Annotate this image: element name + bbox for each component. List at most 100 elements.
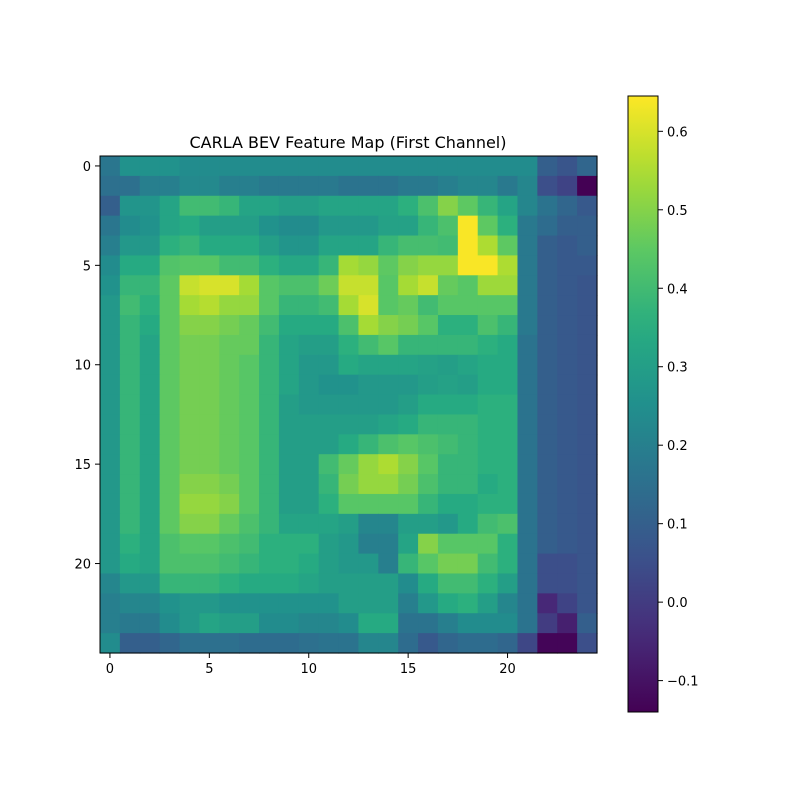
heatmap-cell [477, 633, 499, 654]
heatmap-cell [259, 394, 280, 416]
heatmap-cell [100, 454, 121, 475]
heatmap-cell [477, 374, 499, 396]
heatmap-cell [239, 334, 260, 356]
heatmap-cell [298, 255, 320, 276]
heatmap-cell [259, 315, 280, 336]
heatmap-cell [100, 295, 121, 316]
heatmap-cell [219, 394, 240, 416]
heatmap-cell [239, 394, 260, 416]
heatmap-cell [497, 493, 519, 515]
heatmap-cell [497, 613, 519, 634]
heatmap-cell [358, 533, 379, 555]
heatmap-cell [378, 593, 399, 614]
heatmap-cell [239, 235, 260, 256]
heatmap-cell [398, 374, 419, 396]
heatmap-cell [497, 633, 519, 654]
heatmap-cell [199, 434, 220, 455]
heatmap-cell [418, 334, 439, 356]
y-tick-label: 15 [74, 458, 91, 473]
heatmap-cell [100, 513, 121, 535]
heatmap-cell [259, 414, 280, 435]
heatmap-cell [398, 235, 419, 256]
heatmap-cell [219, 255, 240, 276]
heatmap-cell [457, 215, 479, 237]
heatmap-cell [437, 414, 459, 435]
heatmap-cell [219, 434, 240, 455]
heatmap-cell [477, 156, 499, 177]
colorbar-tick-label: 0.3 [667, 361, 688, 376]
heatmap-cell [259, 255, 280, 276]
heatmap-cell [298, 633, 320, 654]
heatmap-cell [418, 553, 439, 575]
heatmap-cell [179, 593, 200, 614]
heatmap-cell [318, 195, 340, 217]
heatmap-cell [418, 394, 439, 416]
heatmap-cell [139, 474, 161, 495]
heatmap-cell [497, 215, 519, 237]
heatmap-cell [457, 255, 479, 276]
heatmap-cell [119, 573, 141, 594]
x-axis: 0 5 10 15 20 [106, 653, 516, 677]
heatmap-cell [338, 156, 360, 177]
heatmap-cell [298, 454, 320, 475]
heatmap-cell [338, 235, 360, 256]
heatmap-cell [577, 295, 598, 316]
heatmap-cell [557, 593, 578, 614]
heatmap-cell [159, 215, 181, 237]
heatmap-cell [119, 354, 141, 376]
heatmap-cell [119, 255, 141, 276]
heatmap-cell [159, 553, 181, 575]
heatmap-cell [477, 394, 499, 416]
heatmap-cell [577, 633, 598, 654]
heatmap-cell [278, 295, 300, 316]
heatmap-cell [358, 334, 379, 356]
colorbar-tick-label: 0.0 [667, 596, 688, 611]
heatmap-cell [298, 414, 320, 435]
heatmap-cell [437, 315, 459, 336]
heatmap-cell [239, 156, 260, 177]
heatmap-cell [199, 533, 220, 555]
heatmap-cell [239, 255, 260, 276]
heatmap-cell [119, 613, 141, 634]
heatmap-cell [278, 315, 300, 336]
heatmap-cell [537, 513, 558, 535]
heatmap-cell [278, 195, 300, 217]
heatmap-cell [338, 613, 360, 634]
heatmap-cell [378, 295, 399, 316]
heatmap-cell [517, 255, 538, 276]
heatmap-cell [398, 354, 419, 376]
heatmap-cell [477, 275, 499, 296]
heatmap-cell [517, 156, 538, 177]
heatmap-cell [100, 493, 121, 515]
heatmap-cell [338, 175, 360, 197]
heatmap-cell [497, 593, 519, 614]
heatmap-cell [338, 513, 360, 535]
heatmap-cell [537, 315, 558, 336]
heatmap-cell [318, 474, 340, 495]
heatmap-cell [100, 374, 121, 396]
heatmap-cell [577, 573, 598, 594]
heatmap-cell [159, 533, 181, 555]
heatmap-cell [278, 493, 300, 515]
heatmap-cell [179, 573, 200, 594]
heatmap-cell [278, 354, 300, 376]
heatmap-cell [239, 354, 260, 376]
heatmap-cell [437, 633, 459, 654]
heatmap-cell [517, 354, 538, 376]
heatmap-cell [398, 454, 419, 475]
heatmap-cell [378, 414, 399, 435]
heatmap-cell [437, 434, 459, 455]
heatmap-cell [477, 513, 499, 535]
heatmap-cell [557, 295, 578, 316]
heatmap-cell [418, 175, 439, 197]
heatmap-cell [278, 215, 300, 237]
heatmap-cell [358, 414, 379, 435]
heatmap-cell [100, 235, 121, 256]
heatmap-cell [219, 215, 240, 237]
heatmap-cell [179, 394, 200, 416]
heatmap-cell [159, 613, 181, 634]
heatmap-cell [338, 334, 360, 356]
heatmap-cell [378, 354, 399, 376]
heatmap-cell [557, 633, 578, 654]
heatmap-cell [199, 414, 220, 435]
